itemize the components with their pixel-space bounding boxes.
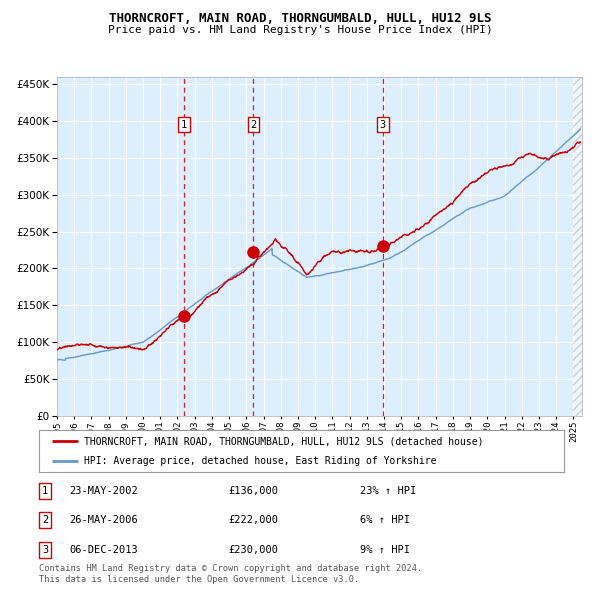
Text: THORNCROFT, MAIN ROAD, THORNGUMBALD, HULL, HU12 9LS (detached house): THORNCROFT, MAIN ROAD, THORNGUMBALD, HUL… — [83, 437, 483, 447]
Text: 3: 3 — [380, 120, 386, 130]
Text: THORNCROFT, MAIN ROAD, THORNGUMBALD, HULL, HU12 9LS: THORNCROFT, MAIN ROAD, THORNGUMBALD, HUL… — [109, 12, 491, 25]
Text: 2: 2 — [250, 120, 256, 130]
Text: 9% ↑ HPI: 9% ↑ HPI — [360, 545, 410, 555]
Text: 1: 1 — [42, 486, 48, 496]
Text: This data is licensed under the Open Government Licence v3.0.: This data is licensed under the Open Gov… — [39, 575, 359, 584]
Text: 23-MAY-2002: 23-MAY-2002 — [69, 486, 138, 496]
Text: £222,000: £222,000 — [228, 516, 278, 525]
Text: 26-MAY-2006: 26-MAY-2006 — [69, 516, 138, 525]
Text: £136,000: £136,000 — [228, 486, 278, 496]
Text: Contains HM Land Registry data © Crown copyright and database right 2024.: Contains HM Land Registry data © Crown c… — [39, 565, 422, 573]
Text: 1: 1 — [181, 120, 187, 130]
Text: Price paid vs. HM Land Registry's House Price Index (HPI): Price paid vs. HM Land Registry's House … — [107, 25, 493, 35]
Text: £230,000: £230,000 — [228, 545, 278, 555]
Text: 3: 3 — [42, 545, 48, 555]
Text: 6% ↑ HPI: 6% ↑ HPI — [360, 516, 410, 525]
Text: HPI: Average price, detached house, East Riding of Yorkshire: HPI: Average price, detached house, East… — [83, 457, 436, 466]
Text: 2: 2 — [42, 516, 48, 525]
Text: 06-DEC-2013: 06-DEC-2013 — [69, 545, 138, 555]
Text: 23% ↑ HPI: 23% ↑ HPI — [360, 486, 416, 496]
Polygon shape — [574, 77, 582, 416]
